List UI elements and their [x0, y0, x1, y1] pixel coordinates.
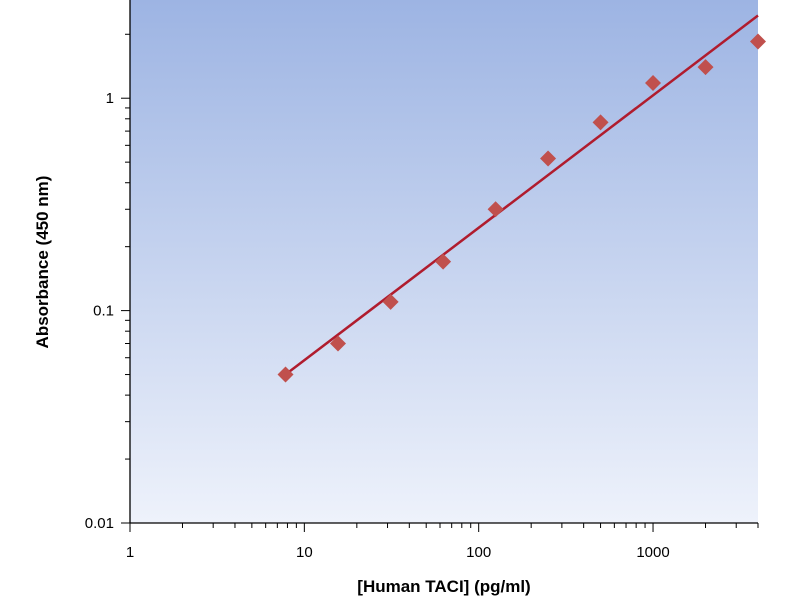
data-point	[697, 59, 714, 76]
x-tick-label: 100	[466, 544, 491, 561]
data-point	[382, 293, 399, 310]
data-point	[645, 74, 662, 91]
data-point	[330, 335, 347, 352]
fit-line-group	[284, 14, 759, 376]
x-tick-label: 1000	[636, 544, 669, 561]
x-tick-label: 10	[296, 544, 313, 561]
axis-tick-labels: 1 10 100 1000 0.01 0.1 1	[85, 90, 670, 561]
y-tick-label: 0.1	[93, 303, 114, 320]
axis-ticks	[121, 33, 759, 532]
data-point	[487, 201, 504, 218]
y-axis-title: Absorbance (450 nm)	[33, 176, 52, 349]
x-tick-label: 1	[126, 544, 134, 561]
data-point	[435, 253, 452, 270]
data-point	[750, 33, 766, 50]
data-point	[592, 114, 609, 131]
y-tick-label: 1	[106, 90, 114, 107]
fit-line	[284, 14, 759, 376]
y-tick-label: 0.01	[85, 515, 114, 532]
data-points	[277, 33, 766, 383]
x-axis-title: [Human TACI] (pg/ml)	[357, 577, 530, 596]
data-point	[277, 366, 294, 383]
data-point	[540, 150, 557, 167]
